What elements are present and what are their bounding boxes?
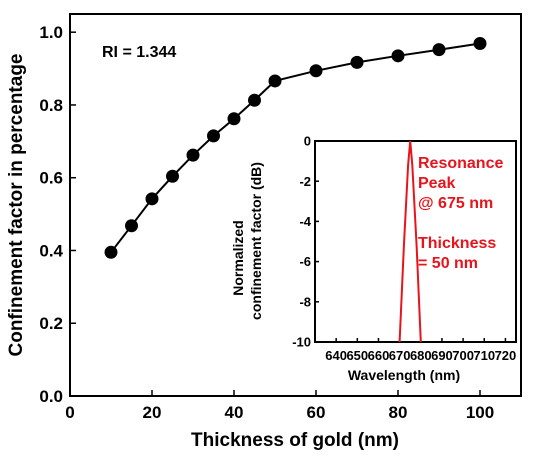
inset-x-tick-label: 640: [325, 348, 347, 363]
inset-x-tick-label: 720: [495, 348, 517, 363]
inset-x-tick-label: 650: [346, 348, 368, 363]
inset-y-tick-label: -6: [299, 254, 311, 269]
inset-y-axis-label-line2: confinement factor (dB): [248, 162, 264, 320]
main-x-tick-label: 40: [225, 403, 244, 422]
main-x-axis-label: Thickness of gold (nm): [191, 430, 399, 451]
inset-annotation-resonance: Resonance: [418, 155, 503, 172]
inset-marks: [398, 140, 422, 343]
main-x-tick-label: 80: [389, 403, 408, 422]
main-y-tick-label: 1.0: [39, 23, 63, 42]
main-data-point: [227, 112, 241, 126]
main-marks: [104, 36, 487, 259]
main-data-point: [104, 245, 118, 259]
inset-y-tick-label: -2: [299, 174, 311, 189]
inset-x-tick-label: 710: [473, 348, 495, 363]
inset-annotation-thickness-value: = 50 nm: [418, 255, 478, 272]
inset-y-tick-label: -4: [299, 214, 311, 229]
inset-y-tick-label: -8: [299, 294, 311, 309]
inset-x-tick-label: 660: [368, 348, 390, 363]
inset-x-tick-label: 670: [389, 348, 411, 363]
inset-x-tick-label: 700: [452, 348, 474, 363]
main-data-point: [350, 55, 364, 69]
main-x-tick-label: 60: [307, 403, 326, 422]
main-annotation: RI = 1.344: [102, 44, 176, 61]
inset-y-axis-label-line1: Normalized: [230, 220, 246, 295]
inset-y-tick-label: -10: [292, 335, 311, 350]
inset-series-line: [398, 140, 422, 343]
inset-x-axis-label: Wavelength (nm): [348, 367, 460, 383]
main-data-point: [391, 49, 405, 63]
main-data-point: [268, 74, 282, 88]
main-data-point: [432, 43, 446, 57]
main-x-tick-label: 20: [143, 403, 162, 422]
main-y-axis-label: Confinement factor in percentage: [6, 54, 27, 357]
main-x-tick-label: 100: [466, 403, 494, 422]
main-data-point: [166, 169, 179, 183]
main-y-tick-label: 0.6: [39, 169, 63, 188]
main-data-point: [309, 64, 323, 78]
inset-x-tick-label: 690: [431, 348, 453, 363]
main-y-tick-label: 0.0: [39, 387, 63, 406]
main-y-tick-label: 0.8: [39, 96, 63, 115]
main-ticks: 0 20 40 60 80 100 0.0 0.2 0.4 0.6 0.8 1.0: [39, 23, 494, 422]
inset-annotation-peak: Peak: [418, 175, 455, 192]
inset-ticks: 640 650 660 670 680 690 700 710 720 0 -2 -4 -6 -8 -10: [292, 134, 516, 363]
inset-annotation-thickness: Thickness: [418, 235, 496, 252]
inset-y-tick-label: 0: [304, 134, 311, 149]
main-data-point: [186, 148, 200, 162]
main-data-point: [125, 219, 138, 233]
main-x-tick-label: 0: [65, 403, 74, 422]
main-data-point: [248, 93, 261, 107]
main-y-tick-label: 0.4: [39, 241, 63, 260]
main-y-tick-label: 0.2: [39, 314, 63, 333]
inset-x-tick-label: 680: [410, 348, 432, 363]
main-data-point: [473, 36, 487, 50]
main-data-point: [207, 129, 220, 143]
main-data-point: [145, 192, 159, 206]
inset-annotation-wavelength: @ 675 nm: [418, 195, 493, 212]
